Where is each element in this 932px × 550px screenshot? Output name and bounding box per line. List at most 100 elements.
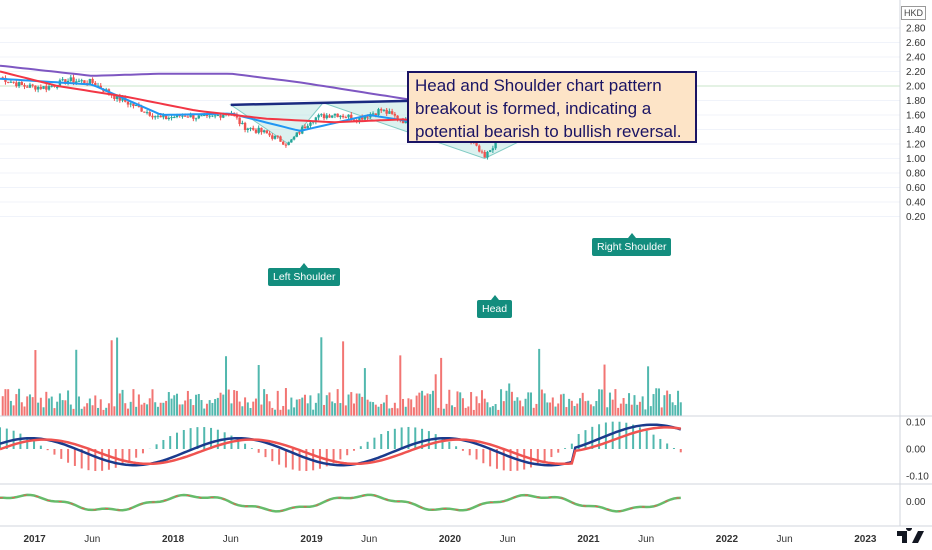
volume-bar [151, 389, 154, 416]
volume-bar [216, 397, 219, 416]
macd-histogram-bar [380, 434, 383, 449]
candle-body [390, 111, 394, 114]
volume-bar [323, 404, 326, 416]
volume-bar [589, 404, 592, 416]
macd-histogram-bar [584, 430, 587, 449]
volume-bar [535, 403, 538, 416]
macd-histogram-bar [638, 427, 641, 449]
volume-bar [252, 401, 255, 416]
volume-bar [181, 404, 184, 416]
volume-bar [459, 392, 462, 416]
volume-bar [39, 397, 42, 416]
right-shoulder-label[interactable]: Right Shoulder [592, 233, 672, 256]
annotation-box[interactable]: Head and Shoulder chart pattern breakout… [407, 71, 697, 143]
volume-bar [205, 403, 208, 416]
volume-bar [600, 389, 603, 416]
head-label[interactable]: Head [477, 295, 513, 318]
macd-histogram-bar [257, 449, 260, 453]
macd-histogram-bar [679, 449, 682, 453]
volume-bar [121, 389, 124, 416]
macd-histogram-bar [53, 449, 56, 455]
macd-histogram-bar [250, 448, 253, 449]
volume-bar [146, 404, 149, 416]
volume-bar [167, 392, 170, 416]
volume-bar [118, 393, 121, 416]
volume-bar [581, 392, 584, 416]
volume-bar [80, 408, 83, 416]
volume-bar [222, 394, 225, 416]
volume-bar [238, 401, 241, 416]
candle-body [134, 104, 138, 107]
candle-body [380, 109, 383, 111]
candle-body [284, 144, 288, 146]
volume-bar [633, 395, 636, 416]
candle-body [222, 114, 225, 118]
candle-body [273, 135, 277, 139]
candle-body [121, 97, 124, 101]
candle-body [170, 117, 173, 119]
volume-bar [551, 397, 554, 416]
volume-bar [309, 395, 312, 416]
volume-bar [7, 389, 10, 416]
macd-histogram-bar [659, 438, 662, 449]
volume-bar [540, 389, 543, 416]
macd-histogram-bar [19, 433, 22, 449]
left-shoulder-label[interactable]: Left Shoulder [268, 263, 341, 286]
volume-bar [75, 349, 78, 416]
volume-bar [668, 394, 671, 416]
volume-bar [208, 400, 211, 416]
candle-body [393, 113, 397, 116]
volume-bar [159, 402, 162, 416]
volume-bar [442, 408, 445, 416]
volume-bar [303, 394, 306, 416]
macd-histogram-bar [611, 421, 614, 449]
candle-body [200, 115, 203, 117]
volume-bar [173, 395, 176, 416]
macd-histogram-bar [407, 426, 410, 449]
macd-histogram-bar [455, 446, 458, 449]
price-tick: 1.00 [906, 154, 926, 165]
price-tick: 1.60 [906, 111, 926, 122]
macd-histogram-bar [666, 443, 669, 449]
volume-bar [83, 406, 86, 416]
macd-histogram-bar [509, 449, 512, 472]
volume-bar [42, 407, 45, 416]
price-tick: 2.20 [906, 67, 926, 78]
price-tick: 1.20 [906, 140, 926, 151]
macd-histogram-bar [461, 449, 464, 451]
volume-bar [497, 409, 500, 416]
candle-body [271, 135, 274, 139]
volume-bar [532, 407, 535, 416]
volume-bar [519, 400, 522, 416]
volume-bar [628, 393, 631, 416]
candle-body [366, 116, 369, 118]
volume-bar [429, 394, 432, 416]
volume-bar [549, 402, 552, 416]
macd-histogram-bar [33, 441, 36, 449]
volume-bar [165, 400, 168, 416]
time-tick: Jun [84, 534, 100, 545]
volume-bar [440, 357, 443, 416]
volume-bar [445, 403, 448, 416]
macd-histogram-bar [291, 449, 294, 470]
volume-bar [254, 398, 257, 416]
candle-body [249, 127, 252, 129]
candle-body [53, 85, 56, 87]
price-tick: 2.00 [906, 82, 926, 93]
macd-histogram-bar [339, 449, 342, 460]
macd-histogram-bar [523, 449, 526, 470]
candle-body [23, 84, 26, 87]
macd-histogram-bar [468, 449, 471, 456]
volume-bar [415, 395, 418, 416]
macd-histogram-bar [189, 428, 192, 449]
candle-body [331, 115, 334, 118]
time-axis: 2017 Jun 2018 Jun 2019 Jun 2020 Jun 2021 Jun 2022 J… [23, 534, 876, 545]
macd-histogram-bar [264, 449, 267, 458]
price-tick: 1.40 [906, 125, 926, 136]
candle-body [80, 80, 83, 82]
volume-bar [568, 398, 571, 416]
time-tick: 2022 [716, 534, 739, 545]
volume-bar [88, 398, 91, 416]
signal-line [0, 426, 681, 466]
